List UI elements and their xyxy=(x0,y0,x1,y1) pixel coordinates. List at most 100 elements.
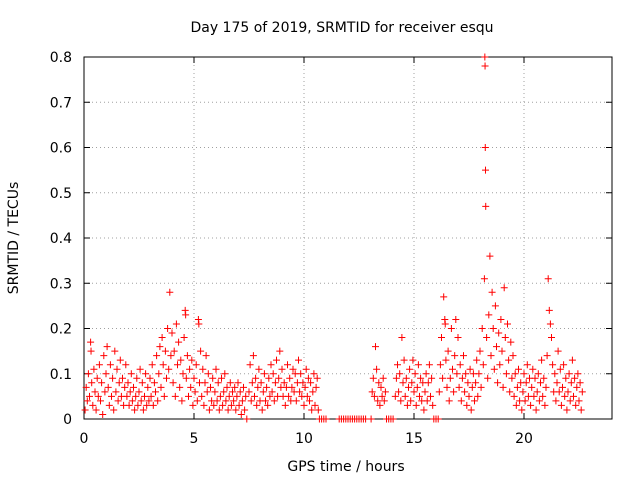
data-point xyxy=(538,356,546,364)
data-point xyxy=(122,361,130,369)
data-point xyxy=(286,374,294,382)
y-tick-label: 0.1 xyxy=(50,367,72,383)
data-point xyxy=(468,383,476,391)
data-point xyxy=(545,306,553,314)
data-point xyxy=(84,370,92,378)
data-point xyxy=(398,334,406,342)
data-point xyxy=(405,383,412,391)
data-point xyxy=(367,415,375,423)
data-point xyxy=(490,365,498,373)
data-point xyxy=(153,352,161,360)
data-point xyxy=(505,356,513,364)
y-tick-label: 0.2 xyxy=(50,322,72,338)
data-point xyxy=(187,383,195,391)
data-point xyxy=(510,392,518,400)
data-point xyxy=(133,374,141,382)
data-point xyxy=(165,365,173,373)
data-point xyxy=(238,397,246,405)
data-point xyxy=(87,338,95,346)
data-point xyxy=(314,406,322,414)
data-point xyxy=(137,397,145,405)
data-point xyxy=(409,356,417,364)
data-point xyxy=(422,370,430,378)
data-point xyxy=(295,356,302,364)
data-point xyxy=(519,388,527,396)
data-point xyxy=(169,379,177,387)
data-point xyxy=(573,383,581,391)
data-point xyxy=(542,383,550,391)
data-point xyxy=(555,388,563,396)
data-point xyxy=(475,370,483,378)
data-point xyxy=(190,374,198,382)
data-point xyxy=(89,401,97,409)
data-point xyxy=(496,361,504,369)
data-point xyxy=(266,392,274,400)
data-point xyxy=(309,388,317,396)
data-point xyxy=(455,383,463,391)
y-tick-label: 0.6 xyxy=(50,141,72,157)
data-point xyxy=(220,388,228,396)
data-point xyxy=(177,356,185,364)
data-point xyxy=(303,392,311,400)
data-point xyxy=(460,352,467,360)
data-point xyxy=(234,379,242,387)
data-point xyxy=(172,320,180,328)
data-point xyxy=(442,356,450,364)
data-point xyxy=(572,401,580,409)
data-point xyxy=(501,334,509,342)
y-tick-label: 0.7 xyxy=(50,95,72,111)
data-point xyxy=(280,379,288,387)
data-point xyxy=(241,406,249,414)
data-point xyxy=(83,397,91,405)
data-point xyxy=(119,374,126,382)
data-point xyxy=(182,374,190,382)
data-point xyxy=(407,397,415,405)
data-point xyxy=(136,365,144,373)
data-point xyxy=(143,401,151,409)
data-point xyxy=(292,397,300,405)
data-point xyxy=(487,352,495,360)
data-point xyxy=(523,361,531,369)
data-point xyxy=(531,374,539,382)
data-point xyxy=(444,347,452,355)
data-point xyxy=(289,365,297,373)
data-point xyxy=(230,397,238,405)
data-point xyxy=(380,397,388,405)
data-point xyxy=(377,383,385,391)
data-point xyxy=(391,392,399,400)
data-point xyxy=(299,379,307,387)
data-point xyxy=(312,383,320,391)
data-point xyxy=(257,379,265,387)
data-point xyxy=(260,370,268,378)
data-point xyxy=(306,397,313,405)
data-point xyxy=(121,383,129,391)
data-point xyxy=(410,388,418,396)
data-point xyxy=(102,370,110,378)
data-point xyxy=(235,401,243,409)
data-point xyxy=(170,347,178,355)
data-point xyxy=(466,365,474,373)
data-point xyxy=(251,392,258,400)
data-point xyxy=(284,361,291,369)
data-point xyxy=(204,370,212,378)
data-point xyxy=(394,361,401,369)
data-point xyxy=(211,388,219,396)
data-point xyxy=(401,392,409,400)
grid-lines xyxy=(84,57,612,419)
data-point xyxy=(226,379,234,387)
data-point xyxy=(548,334,555,342)
data-point xyxy=(104,383,112,391)
data-point xyxy=(215,406,223,414)
data-point xyxy=(395,388,403,396)
data-point xyxy=(125,401,133,409)
data-point xyxy=(502,370,510,378)
data-point xyxy=(560,361,568,369)
data-point xyxy=(400,356,408,364)
data-point xyxy=(164,325,172,332)
data-point xyxy=(247,397,255,405)
data-point xyxy=(434,415,442,423)
data-point xyxy=(563,406,571,414)
data-point xyxy=(114,397,122,405)
data-point xyxy=(530,392,538,400)
data-point xyxy=(370,392,378,400)
